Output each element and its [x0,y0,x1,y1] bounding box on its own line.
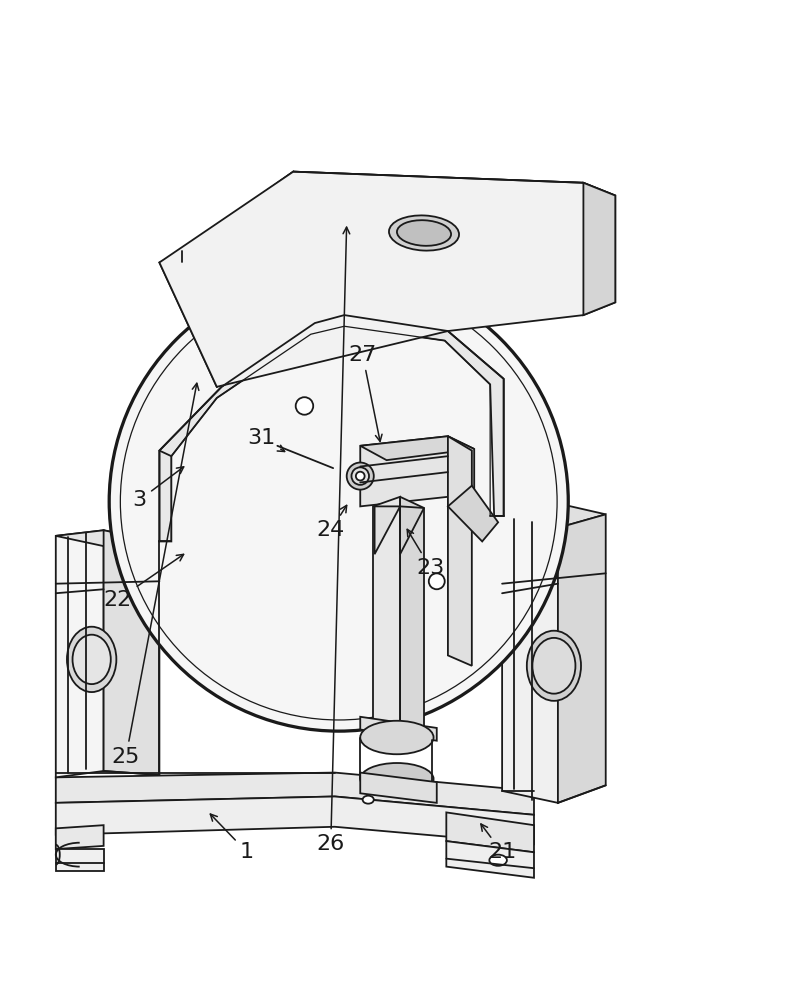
Polygon shape [448,486,498,541]
Ellipse shape [351,467,369,485]
Ellipse shape [429,573,445,589]
Ellipse shape [67,627,116,692]
Text: 3: 3 [132,467,183,510]
Polygon shape [446,812,534,852]
Polygon shape [502,516,558,803]
Text: 31: 31 [247,428,285,451]
Polygon shape [56,530,159,548]
Ellipse shape [389,215,459,251]
Text: 1: 1 [210,814,254,862]
Polygon shape [375,506,400,554]
Polygon shape [182,172,352,374]
Polygon shape [104,530,159,775]
Polygon shape [159,315,504,541]
Polygon shape [373,497,400,730]
Text: 22: 22 [104,554,183,610]
Polygon shape [56,849,104,871]
Text: 25: 25 [112,383,198,767]
Ellipse shape [363,796,374,804]
Ellipse shape [527,631,581,701]
Ellipse shape [489,855,507,866]
Text: 24: 24 [316,505,347,540]
Ellipse shape [360,721,434,754]
Ellipse shape [397,220,451,246]
Ellipse shape [109,272,568,731]
Polygon shape [159,172,615,387]
Ellipse shape [360,763,434,795]
Text: 27: 27 [348,345,382,441]
Polygon shape [400,497,424,730]
Polygon shape [448,436,474,506]
Polygon shape [448,436,472,666]
Ellipse shape [347,463,374,490]
Polygon shape [360,717,437,741]
Polygon shape [400,506,424,554]
Polygon shape [159,251,241,387]
Ellipse shape [355,472,365,480]
Polygon shape [360,436,448,506]
Polygon shape [360,773,437,803]
Polygon shape [583,183,615,315]
Ellipse shape [296,397,313,415]
Polygon shape [56,530,104,777]
Polygon shape [360,436,474,460]
Polygon shape [558,514,606,803]
Text: 23: 23 [407,529,445,578]
Polygon shape [446,841,534,878]
Ellipse shape [532,638,575,694]
Text: 21: 21 [481,824,516,862]
Polygon shape [56,825,104,849]
Polygon shape [502,502,606,528]
Polygon shape [56,773,534,815]
Polygon shape [56,796,534,844]
Text: 26: 26 [316,227,350,854]
Polygon shape [182,172,615,262]
Polygon shape [217,307,352,387]
Ellipse shape [73,635,111,684]
